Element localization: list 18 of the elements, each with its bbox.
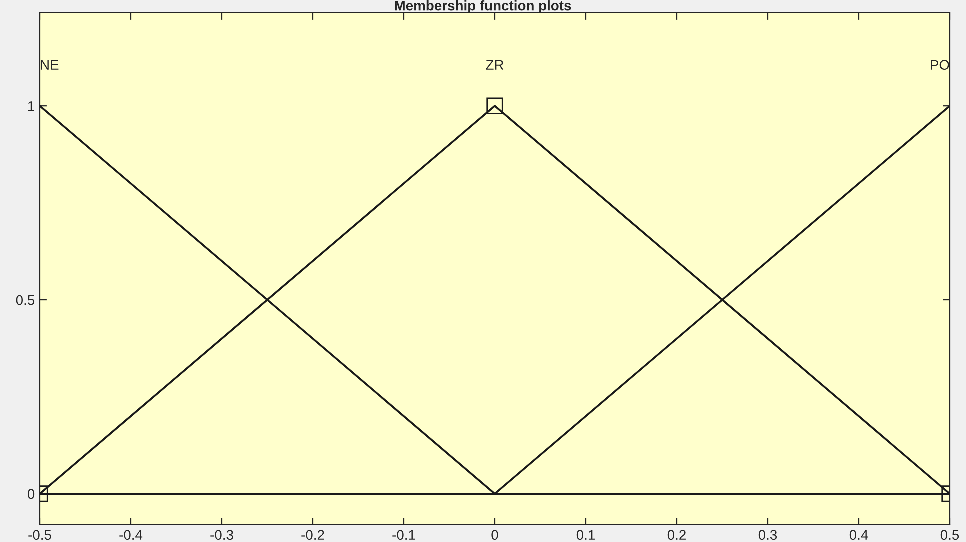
- x-tick-label: 0.5: [940, 530, 960, 540]
- y-tick-label: 1: [28, 102, 34, 112]
- x-tick-label: 0.3: [758, 530, 778, 540]
- x-tick-label: -0.5: [28, 530, 52, 540]
- y-tick-label: 0: [28, 489, 35, 500]
- text: ZR: [486, 60, 504, 70]
- y-tick-label: 0.5: [16, 295, 35, 306]
- x-tick-label: 0: [492, 530, 498, 540]
- x-tick-label: 0.4: [850, 530, 868, 540]
- x-tick-label: -0.3: [210, 530, 234, 540]
- x-tick-label: -0.4: [120, 530, 143, 540]
- text: NE: [41, 60, 59, 70]
- text: PO: [931, 60, 950, 70]
- x-tick-label: -0.1: [392, 530, 416, 540]
- x-tick-label: 0.2: [668, 530, 686, 540]
- x-tick-label: 0.1: [576, 530, 595, 540]
- x-tick-label: -0.2: [302, 530, 324, 540]
- chart-title: Membership function plots: [395, 0, 572, 14]
